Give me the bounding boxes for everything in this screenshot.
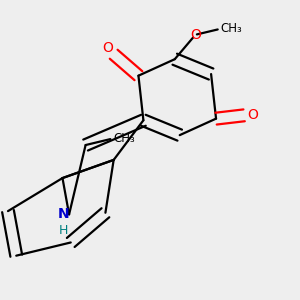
Text: O: O bbox=[247, 108, 258, 122]
Text: N: N bbox=[57, 207, 69, 221]
Text: CH₃: CH₃ bbox=[113, 132, 135, 145]
Text: O: O bbox=[190, 28, 201, 42]
Text: H: H bbox=[58, 224, 68, 237]
Text: CH₃: CH₃ bbox=[220, 22, 242, 35]
Text: O: O bbox=[102, 41, 113, 55]
